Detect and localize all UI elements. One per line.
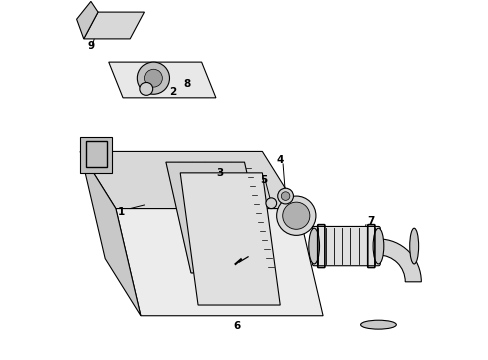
Polygon shape bbox=[80, 152, 298, 208]
Text: 1: 1 bbox=[118, 207, 124, 217]
Circle shape bbox=[265, 198, 276, 208]
Polygon shape bbox=[83, 12, 144, 39]
Wedge shape bbox=[378, 239, 421, 282]
Ellipse shape bbox=[308, 228, 319, 264]
Text: 9: 9 bbox=[87, 41, 94, 51]
Circle shape bbox=[144, 69, 162, 87]
Polygon shape bbox=[108, 62, 216, 98]
Polygon shape bbox=[80, 137, 112, 173]
Ellipse shape bbox=[372, 228, 383, 264]
Ellipse shape bbox=[360, 320, 395, 329]
Polygon shape bbox=[77, 1, 98, 39]
Text: 8: 8 bbox=[183, 78, 191, 89]
Circle shape bbox=[137, 62, 169, 94]
Text: 6: 6 bbox=[233, 321, 241, 332]
Text: 5: 5 bbox=[260, 175, 267, 185]
Text: 3: 3 bbox=[215, 168, 223, 178]
FancyBboxPatch shape bbox=[312, 226, 380, 266]
Polygon shape bbox=[80, 152, 141, 316]
Polygon shape bbox=[180, 173, 280, 305]
Text: 4: 4 bbox=[276, 156, 284, 165]
Circle shape bbox=[281, 192, 289, 201]
Circle shape bbox=[282, 202, 309, 229]
Circle shape bbox=[277, 188, 293, 204]
Ellipse shape bbox=[409, 228, 418, 264]
Circle shape bbox=[140, 82, 152, 95]
Text: 2: 2 bbox=[169, 87, 176, 98]
Polygon shape bbox=[116, 208, 323, 316]
Text: 7: 7 bbox=[367, 216, 374, 226]
Circle shape bbox=[276, 196, 315, 235]
Polygon shape bbox=[165, 162, 269, 273]
